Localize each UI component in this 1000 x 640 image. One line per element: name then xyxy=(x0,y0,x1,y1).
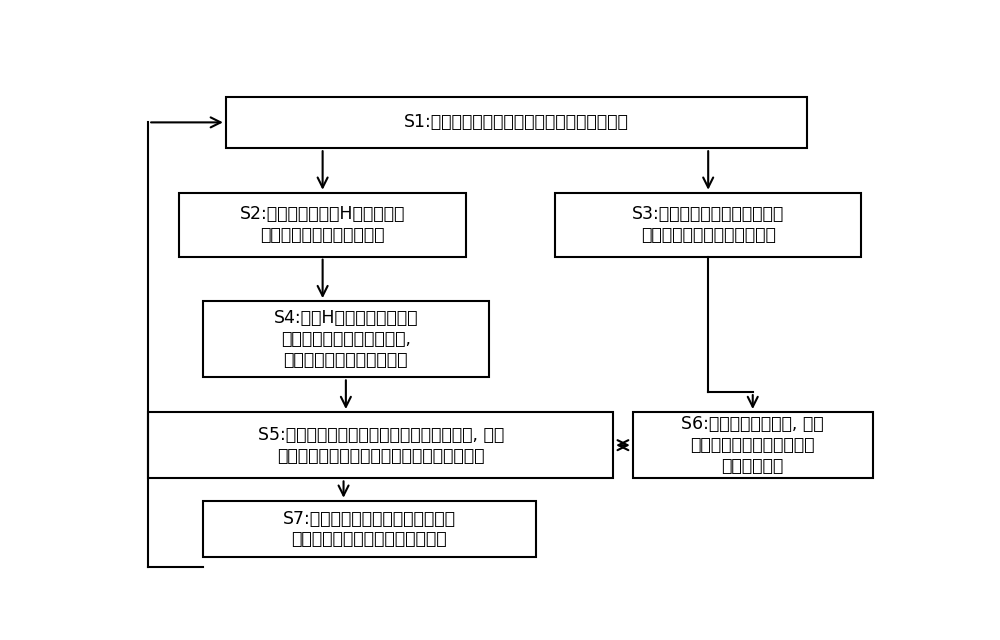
FancyBboxPatch shape xyxy=(202,500,536,557)
Text: S6:利用过冲抑制电路, 消除
串联谐振电路中电流波形尾
部的振荡波形: S6:利用过冲抑制电路, 消除 串联谐振电路中电流波形尾 部的振荡波形 xyxy=(681,415,824,475)
Text: S2:利用触发电路将H桥逆变时序
逻辑信号生成触发控制信号: S2:利用触发电路将H桥逆变时序 逻辑信号生成触发控制信号 xyxy=(240,205,405,244)
Text: S5:将双极性方波信号加至串联谐振电路两端, 使串
联谐振电路产生有尾部震荡的双极性半正弦波: S5:将双极性方波信号加至串联谐振电路两端, 使串 联谐振电路产生有尾部震荡的双… xyxy=(258,426,504,465)
Text: S3:利用驱动电路将过冲抑制时
序逻辑信号生成驱动控制信号: S3:利用驱动电路将过冲抑制时 序逻辑信号生成驱动控制信号 xyxy=(632,205,784,244)
Text: S1:利用主控电路提供发射电流和时序逻辑信号: S1:利用主控电路提供发射电流和时序逻辑信号 xyxy=(404,113,629,131)
FancyBboxPatch shape xyxy=(555,193,861,257)
FancyBboxPatch shape xyxy=(179,193,466,257)
FancyBboxPatch shape xyxy=(202,301,489,378)
FancyBboxPatch shape xyxy=(148,412,613,479)
Text: S4:利用H逆变桥将电源提供
的恒压信号和触发控制信号,
生成并输出双极性方波信号: S4:利用H逆变桥将电源提供 的恒压信号和触发控制信号, 生成并输出双极性方波信… xyxy=(274,309,418,369)
FancyBboxPatch shape xyxy=(633,412,873,479)
Text: S7:利用串联谐振电路的发射线圈产
生周期双极性半正弦电流脉冲信号: S7:利用串联谐振电路的发射线圈产 生周期双极性半正弦电流脉冲信号 xyxy=(283,509,456,548)
FancyBboxPatch shape xyxy=(226,97,807,148)
